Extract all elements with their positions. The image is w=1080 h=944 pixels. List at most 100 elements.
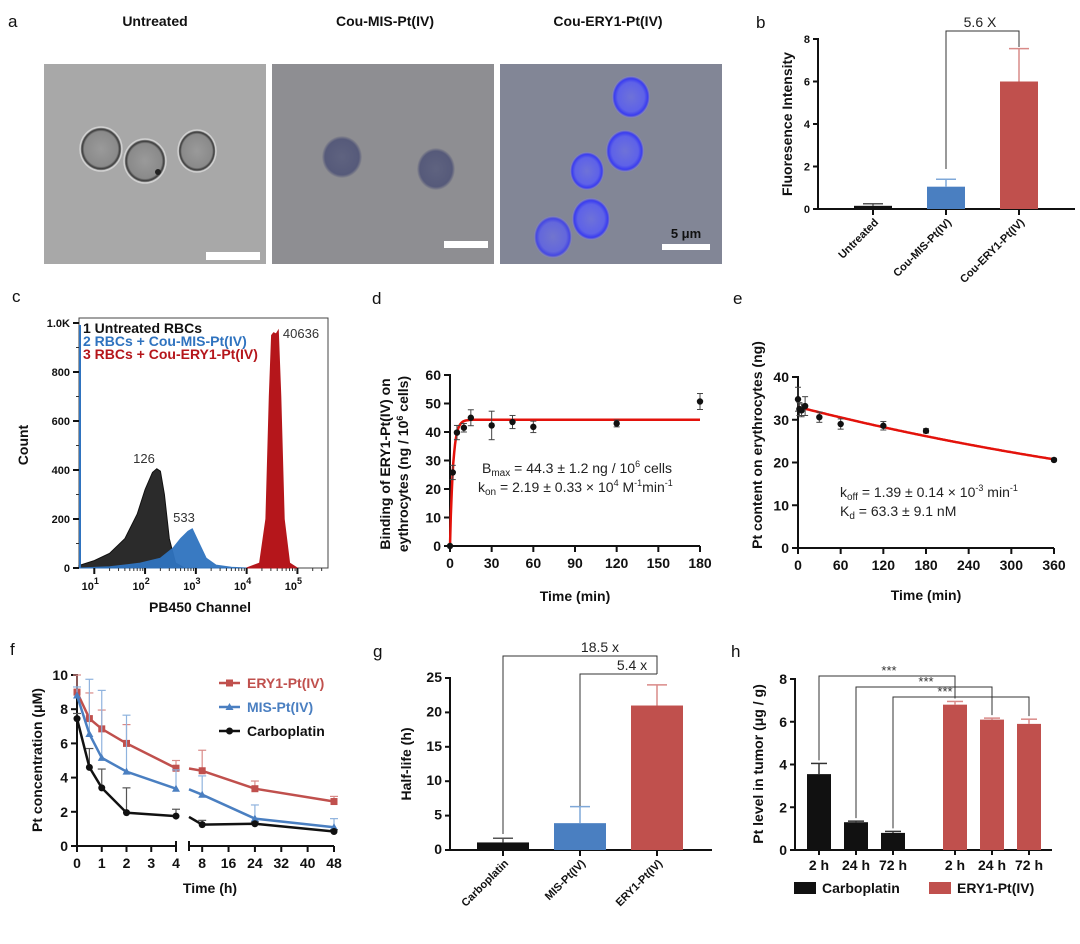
legend-entry-2: 2 RBCs + Cou-MIS-Pt(IV) [83, 333, 247, 349]
series-line-1-after-break [188, 767, 335, 803]
y-tick-label: 0 [434, 841, 442, 857]
y-tick-label: 50 [425, 396, 441, 412]
x-tick-label: 32 [273, 855, 289, 871]
panel-label-d: d [372, 289, 381, 308]
bar-1 [477, 842, 529, 850]
y-axis-label: Pt level in tumor (μg / g) [750, 684, 766, 843]
significance-bracket [502, 655, 658, 834]
x-tick-label: 30 [484, 555, 500, 571]
x-tick-label: 72 h [1015, 857, 1043, 873]
data-point [330, 827, 338, 835]
x-tick-label: 60 [526, 555, 542, 571]
x-tick-label: 103 [183, 576, 200, 593]
y-tick-label: 20 [425, 481, 441, 497]
bar-1 [854, 205, 892, 209]
legend-label: Carboplatin [247, 723, 325, 739]
bmax-annotation: Bmax = 44.3 ± 1.2 ng / 106 cells [482, 459, 672, 479]
panel-label-f: f [10, 640, 15, 659]
x-tick-label: 16 [221, 855, 237, 871]
cell [79, 126, 123, 172]
histogram-3 [246, 328, 298, 569]
x-tick-label: 60 [833, 557, 849, 573]
data-point [801, 402, 809, 410]
cell [417, 148, 455, 190]
bar-carboplatin-3 [881, 832, 905, 850]
data-point [251, 820, 259, 828]
significance-bracket [579, 673, 657, 806]
cell [570, 152, 604, 190]
median-label-2: 533 [173, 510, 195, 525]
image-title-untreated: Untreated [122, 13, 187, 29]
cell [177, 129, 217, 173]
y-tick-label: 800 [52, 367, 70, 379]
y-axis-label-line2: eythrocytes (ng / 106 cells) [395, 376, 411, 552]
y-tick-label: 10 [425, 510, 441, 526]
y-axis-label: Pt content on erythrocytes (ng) [749, 341, 765, 549]
legend-marker [226, 727, 233, 735]
y-tick-label: 40 [425, 424, 441, 440]
y-tick-label: 2 [779, 799, 787, 815]
y-tick-label: 0 [804, 204, 810, 216]
x-tick-label: 105 [285, 576, 302, 593]
data-point [696, 398, 704, 405]
data-point [250, 814, 259, 822]
y-tick-label: 2 [804, 162, 810, 174]
x-tick-label: 104 [234, 576, 251, 593]
legend-marker [225, 703, 234, 710]
y-tick-label: 30 [773, 412, 789, 428]
x-tick-label: 0 [446, 555, 454, 571]
data-point [198, 790, 207, 798]
y-axis-label: Binding of ERY1-Pt(IV) on eythrocytes (n… [377, 376, 411, 552]
y-tick-label: 0 [60, 838, 68, 854]
data-point [330, 823, 338, 831]
y-tick-label: 2 [60, 804, 68, 820]
panel-label-h: h [731, 642, 740, 661]
significance-bracket [855, 686, 993, 819]
y-tick-label: 30 [425, 453, 441, 469]
data-point [1050, 456, 1058, 464]
cell [534, 216, 572, 258]
x-tick-label: 120 [872, 557, 896, 573]
y-tick-label: 10 [426, 772, 442, 788]
fold-change-label: 18.5 x [581, 639, 619, 655]
panel-h: h Pt level in tumor (μg / g) 0 2 4 6 8 2 h 24 … [731, 642, 1052, 896]
y-tick-label: 8 [804, 34, 810, 46]
data-point [922, 427, 930, 435]
bar-ery1-pt-iv--3 [1017, 723, 1041, 850]
y-axis-label: Half-life (h) [398, 727, 414, 800]
data-point [880, 422, 887, 429]
x-tick-label: 24 h [978, 857, 1006, 873]
data-point [798, 407, 805, 414]
y-tick-label: 10 [52, 667, 68, 683]
y-tick-label: 15 [426, 738, 442, 754]
x-tick-label: 360 [1042, 557, 1066, 573]
significance-bracket [945, 30, 1020, 169]
data-point [98, 784, 106, 792]
histogram-2 [78, 528, 247, 569]
y-axis-label-line1: Binding of ERY1-Pt(IV) on [377, 378, 393, 549]
panel-label-e: e [733, 289, 742, 308]
data-point [198, 821, 206, 829]
x-axis-label: PB450 Channel [149, 599, 251, 615]
data-point [172, 764, 180, 772]
legend-label: MIS-Pt(IV) [247, 699, 313, 715]
bar-2 [927, 186, 965, 209]
y-axis-label: Pt concentration (μM) [29, 688, 45, 832]
y-tick-label: 10 [773, 497, 789, 513]
panel-e: e Pt content on erythrocytes (ng) Time (… [733, 289, 1066, 603]
fold-change-label: 5.6 X [964, 14, 997, 30]
x-tick-label: 102 [132, 576, 149, 593]
data-point [837, 420, 844, 428]
legend-entry-3: 3 RBCs + Cou-ERY1-Pt(IV) [83, 346, 258, 362]
significance-bracket [892, 696, 1030, 829]
x-tick-label: 150 [647, 555, 671, 571]
y-tick-label: 5 [434, 807, 442, 823]
y-tick-label: 60 [425, 367, 441, 383]
y-tick-label: 1.0K [47, 318, 70, 330]
x-tick-label: 2 h [945, 857, 965, 873]
x-tick-label: MIS-Pt(IV) [543, 857, 588, 902]
significance-stars: *** [937, 684, 952, 699]
data-point [73, 715, 81, 723]
y-tick-label: 0 [64, 563, 70, 575]
